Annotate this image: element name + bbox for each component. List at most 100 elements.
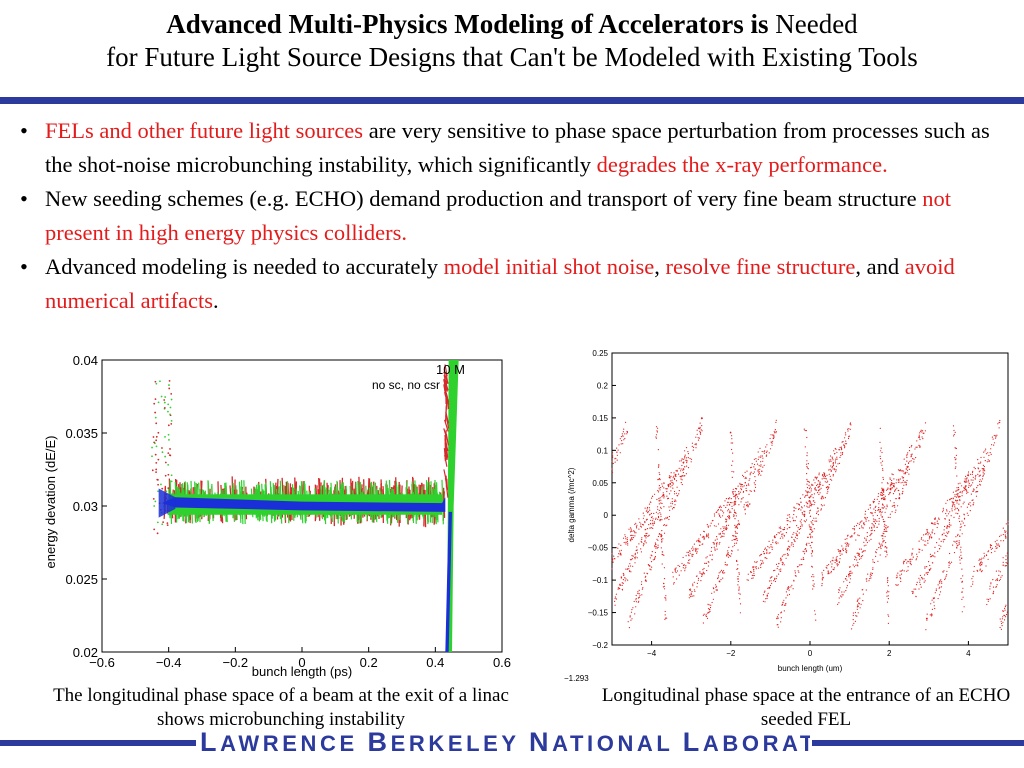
fig2-particle bbox=[956, 540, 958, 543]
fig2-particle bbox=[622, 582, 624, 584]
fig2-particle bbox=[927, 540, 929, 542]
fig2-particle bbox=[835, 557, 837, 559]
fig2-particle bbox=[736, 538, 738, 540]
fig2-particle bbox=[669, 482, 671, 485]
fig2-particle bbox=[999, 571, 1001, 573]
fig2-particle bbox=[663, 585, 666, 587]
fig2-particle bbox=[811, 576, 813, 578]
fig1-green-spike bbox=[430, 481, 433, 524]
fig2-particle bbox=[769, 448, 772, 450]
fig2-particle bbox=[771, 546, 773, 548]
fig2-particle bbox=[820, 504, 822, 506]
fig2-particle bbox=[976, 487, 978, 489]
fig2-particle bbox=[730, 498, 732, 500]
fig2-particle bbox=[894, 504, 896, 506]
fig2-particle bbox=[717, 523, 720, 525]
fig2-particle bbox=[812, 531, 814, 533]
fig2-particle bbox=[849, 422, 852, 424]
fig2-particle bbox=[834, 562, 836, 564]
fig2-particle bbox=[624, 536, 626, 538]
fig1-wing-dot bbox=[161, 523, 164, 526]
fig2-particle bbox=[814, 613, 816, 615]
fig2-particle bbox=[971, 578, 973, 580]
fig2-particle bbox=[992, 579, 994, 581]
fig2-particle bbox=[887, 488, 889, 490]
fig2-particle bbox=[757, 451, 759, 453]
fig2-particle bbox=[657, 516, 660, 519]
fig2-particle bbox=[635, 522, 637, 524]
fig2-particle bbox=[982, 464, 984, 466]
fig2-particle bbox=[783, 554, 785, 556]
fig2-particle bbox=[782, 601, 784, 603]
fig2-particle bbox=[831, 457, 834, 459]
fig2-particle bbox=[685, 447, 688, 449]
fig2-particle bbox=[734, 487, 737, 490]
fig2-particle bbox=[815, 512, 818, 515]
fig2-particle bbox=[776, 567, 778, 570]
fig2-particle bbox=[984, 450, 986, 452]
fig2-particle bbox=[657, 506, 659, 508]
fig2-particle bbox=[963, 606, 965, 608]
fig2-particle bbox=[904, 472, 906, 474]
fig2-particle bbox=[663, 494, 665, 496]
fig2-particle bbox=[644, 521, 646, 523]
fig2-particle bbox=[856, 608, 858, 610]
fig2-particle bbox=[719, 533, 721, 535]
fig2-particle bbox=[953, 433, 955, 436]
fig2-particle bbox=[726, 519, 728, 521]
fig2-particle bbox=[958, 540, 960, 542]
fig2-particle bbox=[733, 544, 735, 546]
fig2-particle bbox=[806, 452, 808, 454]
fig2-particle bbox=[703, 567, 705, 570]
fig2-particle bbox=[754, 486, 757, 488]
fig2-particle bbox=[638, 596, 641, 598]
fig2-particle bbox=[993, 434, 995, 437]
fig2-particle bbox=[970, 473, 972, 475]
fig2-particle bbox=[635, 532, 637, 534]
fig2-particle bbox=[705, 615, 707, 617]
fig2-particle bbox=[999, 421, 1001, 423]
fig2-particle bbox=[667, 484, 670, 487]
fig2-particle bbox=[760, 456, 762, 458]
fig2-particle bbox=[722, 570, 725, 572]
fig2-particle bbox=[936, 526, 938, 529]
fig2-particle bbox=[915, 457, 917, 459]
fig2-particle bbox=[764, 601, 766, 603]
fig2-particle bbox=[934, 592, 936, 594]
fig2-particle bbox=[912, 458, 914, 460]
fig2-particle bbox=[787, 587, 789, 589]
fig2-particle bbox=[687, 467, 690, 469]
fig2-particle bbox=[856, 606, 858, 608]
fig2-particle bbox=[862, 589, 864, 591]
fig2-particle bbox=[878, 542, 880, 544]
fig2-particle bbox=[714, 539, 716, 541]
fig2-corner-label: −1.293 bbox=[564, 674, 589, 683]
fig2-particle bbox=[711, 601, 713, 604]
fig2-particle bbox=[889, 492, 891, 494]
fig2-particle bbox=[889, 500, 891, 502]
fig2-particle bbox=[699, 426, 701, 428]
fig2-particle bbox=[918, 444, 920, 446]
fig2-particle bbox=[697, 439, 700, 441]
fig2-particle bbox=[938, 582, 940, 584]
fig2-particle bbox=[618, 543, 620, 545]
fig2-particle bbox=[987, 558, 989, 560]
fig2-particle bbox=[954, 467, 956, 469]
fig2-particle bbox=[745, 487, 747, 489]
fig2-particle bbox=[848, 543, 850, 545]
fig2-particle bbox=[684, 455, 686, 458]
fig2-particle bbox=[1004, 607, 1006, 609]
fig2-particle bbox=[884, 535, 886, 538]
fig2-particle bbox=[734, 491, 736, 493]
fig2-particle bbox=[659, 506, 662, 508]
fig2-particle bbox=[792, 588, 794, 590]
fig2-particle bbox=[764, 547, 766, 549]
fig2-particle bbox=[763, 553, 765, 555]
fig2-particle bbox=[626, 539, 628, 541]
fig1-wing-dot bbox=[154, 380, 157, 383]
fig2-particle bbox=[708, 604, 710, 606]
fig2-particle bbox=[661, 563, 663, 565]
fig2-particle bbox=[777, 542, 779, 544]
fig2-particle bbox=[646, 506, 649, 509]
fig2-particle bbox=[872, 568, 874, 570]
